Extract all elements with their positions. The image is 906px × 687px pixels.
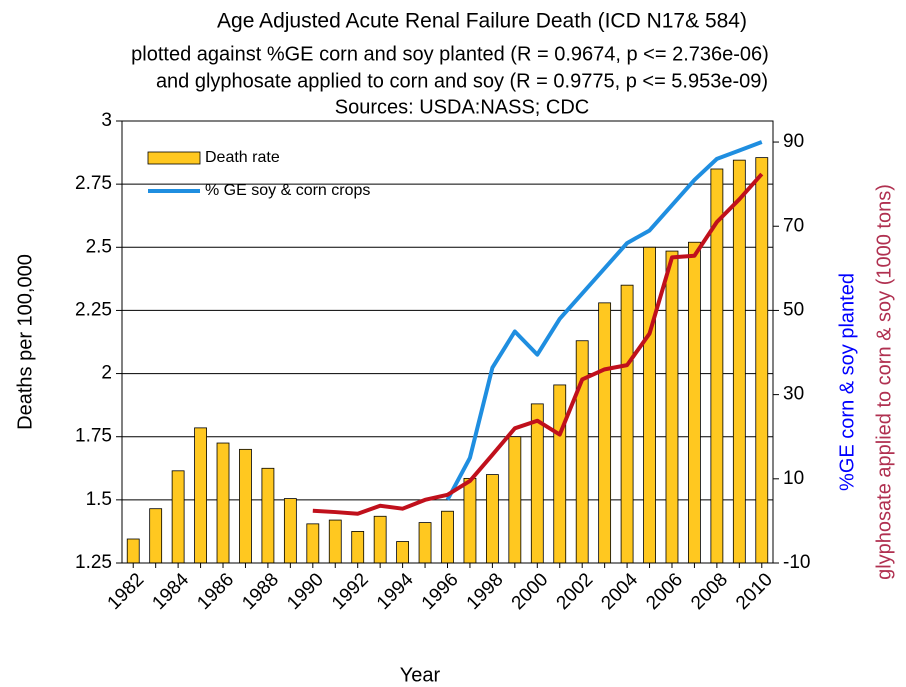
bar — [553, 384, 567, 564]
x-tick-label: 2004 — [597, 569, 642, 614]
bar — [732, 159, 746, 564]
y-tick-label: 2.25 — [75, 299, 112, 320]
y2-axis-label: %GE corn & soy planted — [836, 273, 858, 491]
bar — [328, 519, 342, 564]
bar — [396, 541, 410, 564]
chart-title: Age Adjusted Acute Renal Failure Death (… — [217, 10, 747, 33]
y-tick-label: 1.75 — [75, 426, 112, 447]
bar — [530, 403, 544, 564]
bar — [261, 467, 275, 564]
y-tick-label: 2.75 — [75, 173, 112, 194]
x-tick-label: 2000 — [508, 569, 553, 614]
y2-tick-label: -10 — [783, 552, 810, 573]
bar — [418, 522, 432, 564]
y2-tick-label: 90 — [783, 131, 804, 152]
x-tick-label: 1988 — [238, 569, 283, 614]
x-tick-label: 2010 — [732, 569, 777, 614]
legend-swatch — [147, 151, 201, 165]
bar — [306, 523, 320, 564]
line — [312, 172, 764, 516]
bar — [665, 250, 679, 564]
x-tick-label: 1990 — [283, 569, 328, 614]
bar — [688, 241, 701, 564]
bar — [216, 442, 230, 564]
bar — [508, 436, 522, 564]
bar — [149, 508, 163, 564]
chart-subtitle: Sources: USDA:NASS; CDC — [335, 96, 590, 118]
y-tick-label: 2.5 — [86, 236, 112, 257]
x-tick-label: 1984 — [148, 569, 193, 614]
y-axis-label: Deaths per 100,000 — [14, 254, 36, 430]
bar — [283, 498, 297, 564]
x-tick-label: 2002 — [553, 569, 598, 614]
legend-label: % GE soy & corn crops — [205, 182, 370, 199]
bar — [194, 427, 207, 564]
bar — [463, 477, 477, 564]
y2-tick-label: 50 — [783, 299, 804, 320]
line — [445, 140, 763, 501]
x-axis-label: Year — [400, 664, 441, 686]
chart-subtitle: plotted against %GE corn and soy planted… — [131, 43, 769, 65]
bar — [351, 531, 365, 564]
y2-tick-label: 70 — [783, 215, 804, 236]
x-tick-label: 1986 — [193, 569, 238, 614]
x-tick-label: 1996 — [418, 569, 463, 614]
bar — [598, 302, 612, 564]
x-tick-label: 1998 — [463, 569, 508, 614]
y-tick-label: 1.5 — [86, 489, 112, 510]
x-tick-label: 1992 — [328, 569, 373, 614]
bar — [126, 538, 140, 564]
bar — [441, 510, 454, 564]
bar — [171, 470, 185, 564]
bar — [575, 340, 589, 564]
x-tick-label: 2008 — [687, 569, 732, 614]
bar — [643, 246, 656, 564]
x-tick-label: 1982 — [104, 569, 149, 614]
y-tick-label: 1.25 — [75, 552, 112, 573]
y-tick-label: 3 — [101, 110, 112, 131]
bar — [239, 448, 252, 564]
bar — [755, 157, 769, 564]
y-tick-label: 2 — [101, 363, 112, 384]
bar — [485, 474, 499, 564]
y2-tick-label: 30 — [783, 384, 804, 405]
y2-tick-label: 10 — [783, 468, 804, 489]
y3-axis-label: glyphosate applied to corn & soy (1000 t… — [873, 184, 895, 580]
bar — [620, 284, 634, 564]
chart-subtitle: and glyphosate applied to corn and soy (… — [156, 70, 768, 92]
x-tick-label: 2006 — [642, 569, 687, 614]
bar — [373, 515, 387, 564]
x-tick-label: 1994 — [373, 569, 418, 614]
legend-label: Death rate — [205, 149, 280, 166]
